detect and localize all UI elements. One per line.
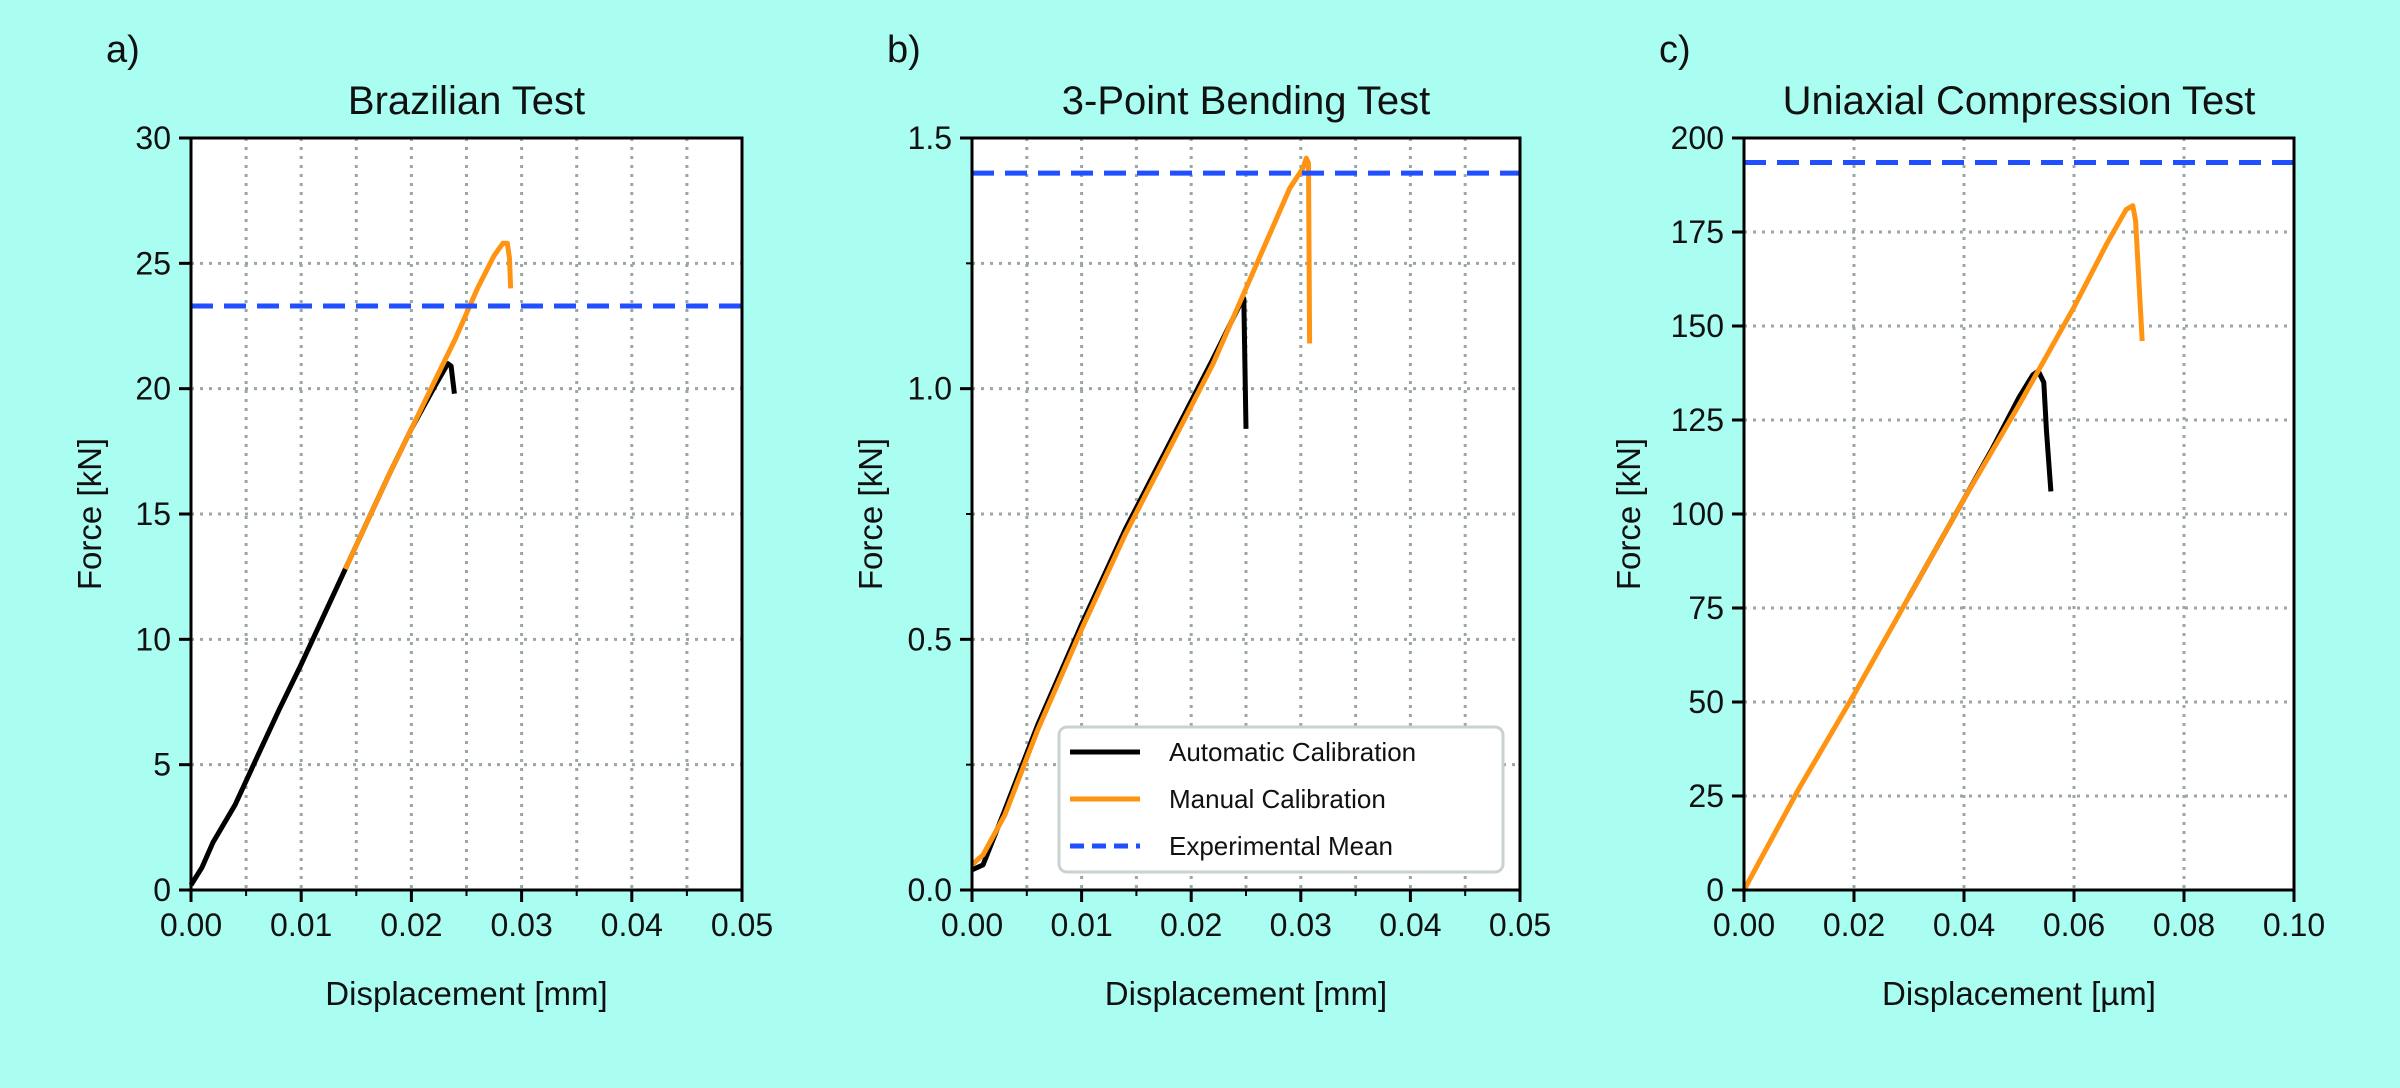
y-tick-label: 150 (1671, 308, 1724, 344)
chart-title: 3-Point Bending Test (1062, 79, 1430, 123)
y-tick-label: 10 (135, 621, 171, 657)
y-tick-label: 50 (1688, 684, 1724, 720)
x-tick-label: 0.00 (941, 907, 1003, 943)
legend-label: Automatic Calibration (1169, 737, 1416, 767)
series-automatic-calibration (188, 361, 457, 887)
x-tick-label: 0.00 (1713, 907, 1775, 943)
y-tick-label: 25 (1688, 778, 1724, 814)
x-tick-label: 0.03 (490, 907, 552, 943)
y-tick-label: 1.0 (908, 371, 952, 407)
x-axis-label: Displacement [µm] (1882, 975, 2156, 1012)
x-tick-label: 0.02 (1823, 907, 1885, 943)
x-tick-label: 0.06 (2043, 907, 2105, 943)
y-tick-label: 75 (1688, 590, 1724, 626)
x-tick-label: 0.04 (601, 907, 663, 943)
y-tick-label: 0.5 (908, 621, 952, 657)
x-tick-label: 0.04 (1379, 907, 1441, 943)
panel-label: a) (106, 29, 140, 71)
x-tick-label: 0.04 (1933, 907, 1995, 943)
y-tick-label: 0.0 (908, 872, 952, 908)
legend-label: Manual Calibration (1169, 784, 1386, 814)
y-axis-label: Force [kN] (1610, 438, 1647, 590)
x-tick-label: 0.10 (2263, 907, 2325, 943)
panel-c: 0.00 0.02 0.04 0.06 0.08 0.10 0 25 50 75 100 125 150… (1610, 29, 2325, 1012)
y-tick-label: 200 (1671, 120, 1724, 156)
x-tick-label: 0.08 (2153, 907, 2215, 943)
y-tick-label: 0 (1706, 872, 1724, 908)
y-tick-label: 5 (153, 747, 171, 783)
y-tick-label: 20 (135, 371, 171, 407)
panel-label: c) (1659, 29, 1691, 71)
panel-b: 0.00 0.01 0.02 0.03 0.04 0.05 0.0 0.5 1.0 1.5 3-Po… (852, 29, 1551, 1012)
x-tick-label: 0.05 (711, 907, 773, 943)
chart-title: Brazilian Test (348, 79, 585, 123)
legend-box (1057, 725, 1505, 874)
x-tick-label: 0.01 (1050, 907, 1112, 943)
x-axis-label: Displacement [mm] (325, 975, 607, 1012)
series-manual-calibration (970, 155, 1313, 867)
x-tick-label: 0.03 (1270, 907, 1332, 943)
panel-label: b) (887, 29, 921, 71)
legend: Automatic Calibration Manual Calibration E… (1057, 725, 1505, 874)
y-tick-label: 0 (153, 872, 171, 908)
y-axis-label: Force [kN] (852, 438, 889, 590)
y-tick-label: 30 (135, 120, 171, 156)
y-tick-label: 15 (135, 496, 171, 532)
x-tick-label: 0.02 (380, 907, 442, 943)
y-axis-label: Force [kN] (71, 438, 108, 590)
y-tick-label: 125 (1671, 402, 1724, 438)
y-tick-label: 175 (1671, 214, 1724, 250)
chart-title: Uniaxial Compression Test (1783, 79, 2256, 123)
y-tick-label: 25 (135, 245, 171, 281)
series-manual-calibration (343, 240, 514, 571)
y-tick-label: 1.5 (908, 120, 952, 156)
x-tick-label: 0.00 (160, 907, 222, 943)
x-tick-label: 0.02 (1160, 907, 1222, 943)
legend-label: Experimental Mean (1169, 831, 1393, 861)
x-tick-label: 0.01 (270, 907, 332, 943)
panel-a: 0.00 0.01 0.02 0.03 0.04 0.05 0 5 10 15 20 25 30 Braz… (71, 29, 773, 1012)
x-tick-label: 0.05 (1489, 907, 1551, 943)
y-tick-label: 100 (1671, 496, 1724, 532)
series-manual-calibration (1741, 203, 2145, 892)
x-axis-label: Displacement [mm] (1105, 975, 1387, 1012)
